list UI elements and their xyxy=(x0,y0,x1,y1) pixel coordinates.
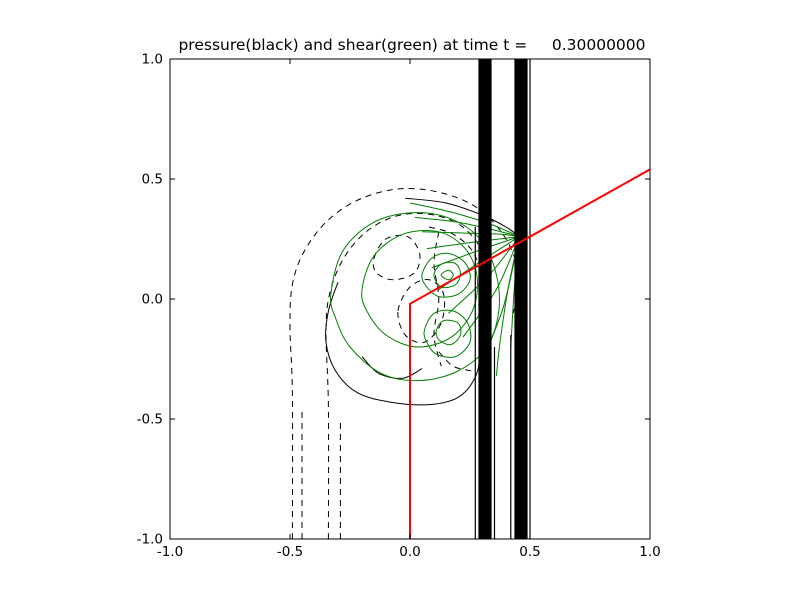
shock-band xyxy=(514,59,528,539)
y-tick-label: 0.0 xyxy=(142,292,163,308)
pressure-contour xyxy=(325,282,483,406)
red-interface-line xyxy=(409,168,651,539)
shock-band xyxy=(478,59,492,539)
y-tick-label: -0.5 xyxy=(137,412,163,428)
pressure-contour xyxy=(372,234,421,281)
shear-contour xyxy=(435,319,462,346)
shear-contour xyxy=(426,236,520,250)
pressure-contour xyxy=(397,279,446,344)
shear-contour xyxy=(495,236,520,376)
pressure-contour xyxy=(289,187,519,540)
pressure-contour xyxy=(429,226,483,276)
shear-contour xyxy=(361,229,479,348)
x-tick-label: 1.0 xyxy=(639,544,660,560)
y-tick-label: 0.5 xyxy=(142,172,163,188)
shear-contour xyxy=(330,212,500,382)
shear-contour xyxy=(440,269,454,281)
pressure-contour xyxy=(438,351,473,372)
x-tick-label: -1.0 xyxy=(157,544,183,560)
shear-contour xyxy=(421,252,471,298)
pressure-contour xyxy=(433,231,442,367)
shear-contour xyxy=(409,202,520,238)
shear-contour xyxy=(431,236,520,269)
shear-contour xyxy=(423,309,472,358)
x-tick-label: 0.5 xyxy=(519,544,540,560)
y-tick-label: -1.0 xyxy=(137,532,163,548)
x-tick-label: 0.0 xyxy=(399,544,420,560)
x-tick-label: -0.5 xyxy=(277,544,303,560)
chart-title: pressure(black) and shear(green) at time… xyxy=(178,36,646,54)
y-tick-label: 1.0 xyxy=(142,52,163,68)
